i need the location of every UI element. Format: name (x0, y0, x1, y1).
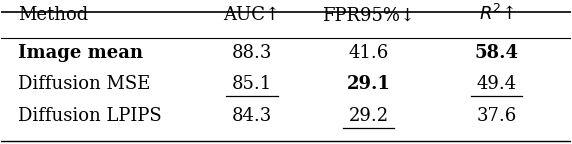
Text: FPR95%↓: FPR95%↓ (322, 6, 415, 24)
Text: Image mean: Image mean (18, 44, 144, 62)
Text: 58.4: 58.4 (475, 44, 519, 62)
Text: Method: Method (18, 6, 89, 24)
Text: Diffusion LPIPS: Diffusion LPIPS (18, 107, 162, 125)
Text: 85.1: 85.1 (232, 75, 272, 93)
Text: 49.4: 49.4 (476, 75, 517, 93)
Text: 88.3: 88.3 (232, 44, 272, 62)
Text: 84.3: 84.3 (232, 107, 272, 125)
Text: $R^2$↑: $R^2$↑ (479, 4, 514, 24)
Text: AUC↑: AUC↑ (223, 6, 280, 24)
Text: Diffusion MSE: Diffusion MSE (18, 75, 151, 93)
Text: 41.6: 41.6 (348, 44, 388, 62)
Text: 29.2: 29.2 (348, 107, 388, 125)
Text: 29.1: 29.1 (347, 75, 391, 93)
Text: 37.6: 37.6 (476, 107, 517, 125)
